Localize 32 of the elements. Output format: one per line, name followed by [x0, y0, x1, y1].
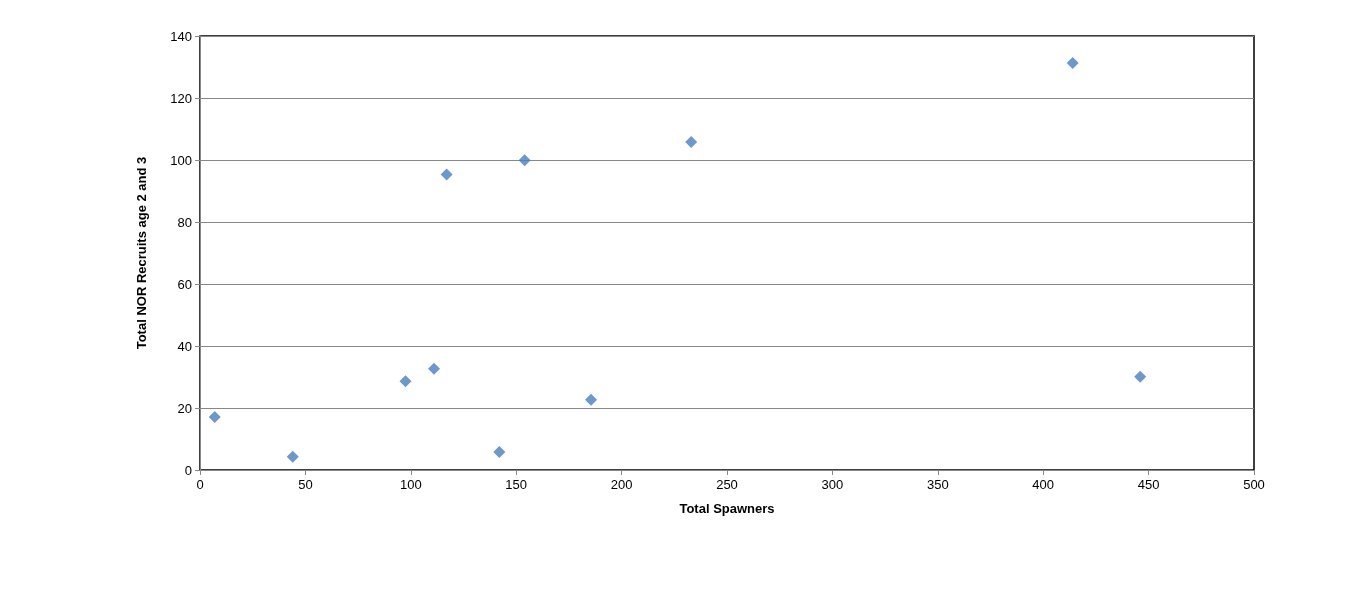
x-tick-label: 350: [926, 477, 949, 492]
point: [1134, 370, 1147, 383]
y-tick-label: 140: [170, 28, 192, 44]
point: [493, 446, 506, 459]
point: [208, 410, 221, 423]
x-tick-label: 50: [298, 477, 313, 492]
x-tick-label: 450: [1137, 477, 1160, 492]
x-tick-label: 150: [505, 477, 528, 492]
y-tick-label: 100: [170, 152, 192, 168]
point: [286, 450, 299, 463]
x-tick-label: 200: [610, 477, 633, 492]
y-axis-title: Total NOR Recruits age 2 and 3: [134, 156, 149, 350]
point: [1066, 56, 1079, 69]
x-tick-label: 300: [821, 477, 844, 492]
point: [427, 362, 440, 375]
point: [518, 154, 531, 167]
y-tick-label: 120: [170, 90, 192, 106]
x-axis-title: Total Spawners: [679, 501, 775, 516]
y-tick-label: 20: [177, 400, 192, 416]
y-tick-label: 0: [184, 462, 192, 478]
y-tick-label: 40: [177, 338, 192, 354]
x-tick-label: 250: [716, 477, 738, 492]
y-tick-label: 80: [177, 214, 192, 230]
x-tick-label: 400: [1032, 477, 1055, 492]
x-tick-label: 100: [399, 477, 422, 492]
point: [585, 393, 598, 406]
y-tick-label: 60: [177, 276, 192, 292]
x-tick-label: 500: [1243, 477, 1265, 492]
x-tick-label: 0: [196, 477, 204, 492]
point: [399, 375, 412, 388]
point: [440, 168, 453, 181]
point: [685, 136, 698, 149]
